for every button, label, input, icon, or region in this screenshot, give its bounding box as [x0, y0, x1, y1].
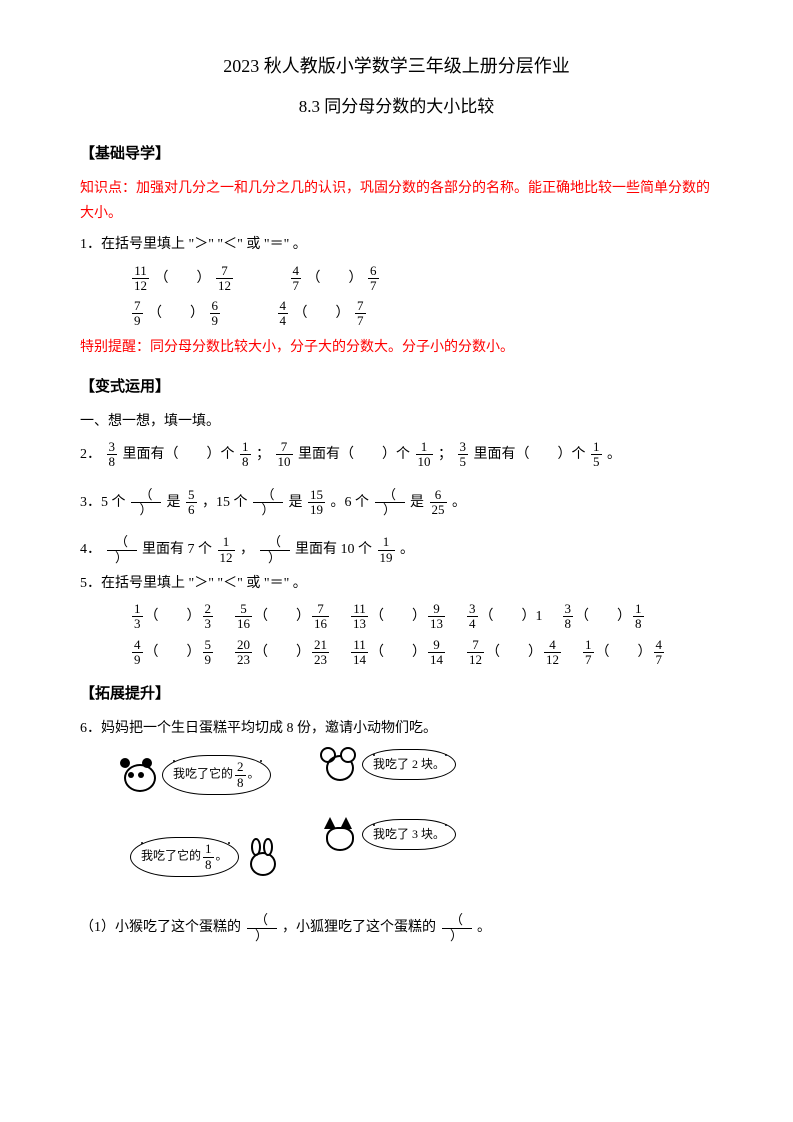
fox-icon: [320, 817, 358, 851]
cartoon-illustration: 我吃了它的28。 我吃了 2 块。 我吃了它的18。 我吃了 3 块。: [120, 747, 480, 907]
page-title-2: 8.3 同分母分数的大小比较: [80, 92, 713, 123]
blank-frac[interactable]: （）: [131, 488, 161, 518]
rabbit-bubble: 我吃了它的18。: [130, 837, 239, 877]
blank[interactable]: [530, 447, 558, 462]
blank[interactable]: [354, 447, 382, 462]
q1-row1: 1112 （ ） 712 47 （ ） 67: [80, 264, 713, 294]
blank[interactable]: （ ）: [145, 645, 201, 660]
blank[interactable]: （ ）: [370, 645, 426, 660]
section-basic: 【基础导学】: [80, 141, 713, 168]
tip: 特别提醒：同分母分数比较大小，分子大的分数大。分子小的分数小。: [80, 335, 713, 360]
blank[interactable]: （ ）: [596, 645, 652, 660]
blank[interactable]: （ ）: [575, 609, 631, 624]
q5-stem: 5．在括号里填上 "＞" "＜" 或 "＝" 。: [80, 571, 713, 596]
q1-stem: 1．在括号里填上 "＞" "＜" 或 "＝" 。: [80, 232, 713, 257]
blank-frac[interactable]: （）: [260, 535, 290, 565]
blank-frac[interactable]: （）: [253, 488, 283, 518]
blank-frac[interactable]: （）: [107, 535, 137, 565]
blank-frac[interactable]: （）: [247, 913, 277, 943]
q6-stem: 6．妈妈把一个生日蛋糕平均切成 8 份，邀请小动物们吃。: [80, 716, 713, 741]
panda-icon: [120, 758, 158, 792]
fox-bubble: 我吃了 3 块。: [362, 819, 456, 851]
blank[interactable]: （ ）: [486, 645, 542, 660]
q1-row2: 79 （ ） 69 44 （ ） 77: [80, 299, 713, 329]
blank[interactable]: [179, 447, 207, 462]
q5-row2: 49（ ）592023（ ）21231114（ ）914712（ ）41217（…: [80, 638, 713, 668]
rabbit-icon: [243, 840, 281, 874]
blank-frac[interactable]: （）: [442, 913, 472, 943]
q3: 3．5 个 （） 是 56 ，15 个 （） 是 1519 。6 个 （） 是 …: [80, 488, 713, 518]
blank[interactable]: （ ）: [155, 271, 211, 286]
blank[interactable]: （ ）: [145, 609, 201, 624]
mouse-icon: [320, 747, 358, 781]
q4: 4． （） 里面有 7 个 112 ， （） 里面有 10 个 119 。: [80, 535, 713, 565]
q5-row1: 13（ ）23516（ ）7161113（ ）91334（ ）138（ ）18: [80, 602, 713, 632]
blank[interactable]: （ ）: [370, 609, 426, 624]
blank[interactable]: （ ）: [254, 645, 310, 660]
mouse-bubble: 我吃了 2 块。: [362, 749, 456, 781]
page-title-1: 2023 秋人教版小学数学三年级上册分层作业: [80, 50, 713, 82]
q6-sub1: （1）小猴吃了这个蛋糕的 （） ，小狐狸吃了这个蛋糕的 （） 。: [80, 913, 713, 943]
blank[interactable]: （ ）: [254, 609, 310, 624]
blank[interactable]: （ ）: [294, 306, 350, 321]
section-variant: 【变式运用】: [80, 374, 713, 401]
panda-bubble: 我吃了它的28。: [162, 755, 271, 795]
blank[interactable]: （ ）: [148, 306, 204, 321]
knowledge-point: 知识点：加强对几分之一和几分之几的认识，巩固分数的各部分的名称。能正确地比较一些…: [80, 176, 713, 226]
blank[interactable]: （ ）: [307, 271, 363, 286]
sub-heading: 一、想一想，填一填。: [80, 409, 713, 434]
q2: 2． 38 里面有（ ）个 18 ； 710 里面有（ ）个 110 ； 35 …: [80, 440, 713, 470]
blank[interactable]: （ ）: [480, 609, 536, 624]
section-extend: 【拓展提升】: [80, 681, 713, 708]
blank-frac[interactable]: （）: [375, 488, 405, 518]
